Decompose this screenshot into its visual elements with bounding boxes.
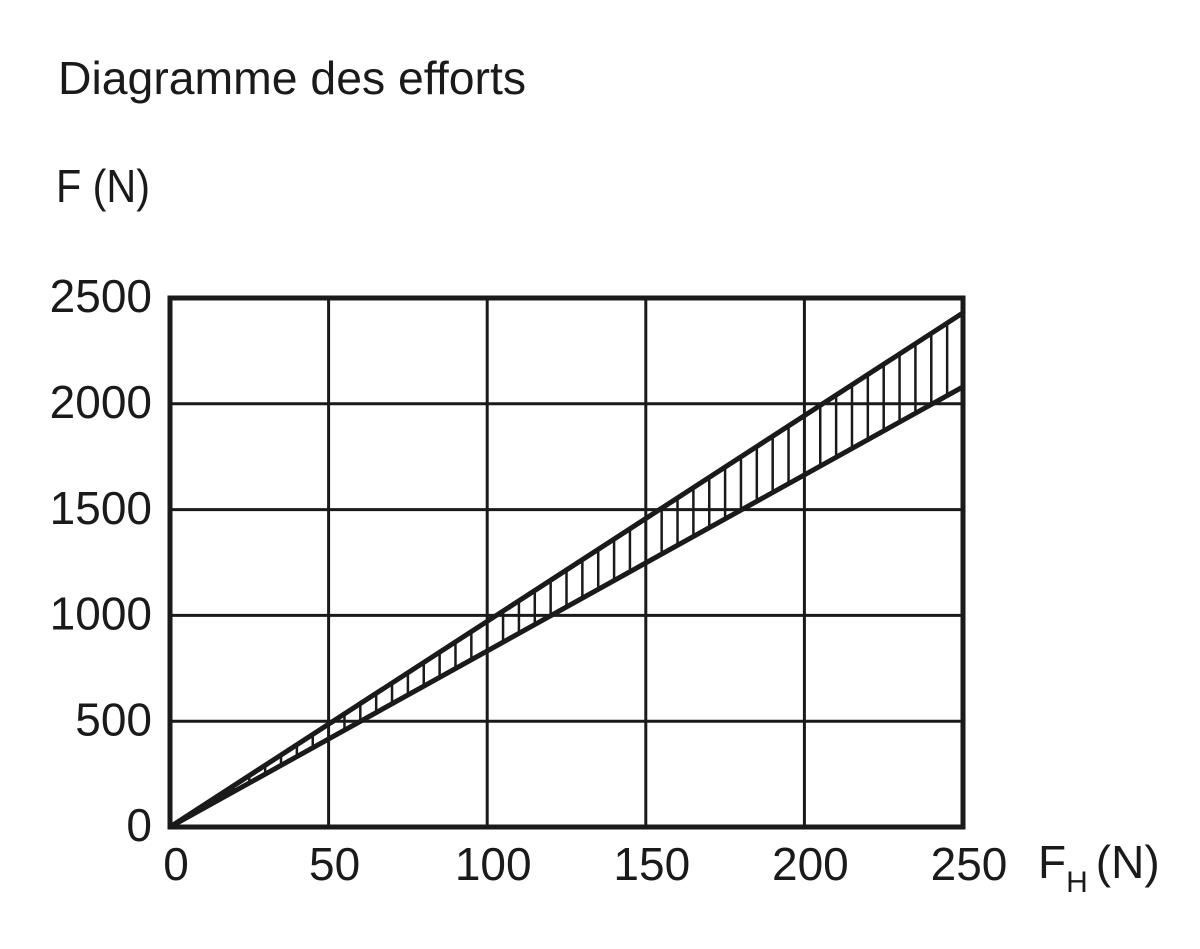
x-axis-label-unit: (N) [1096, 836, 1160, 888]
y-tick-label: 500 [75, 693, 152, 745]
x-tick-label: 150 [613, 838, 690, 890]
x-axis-label-sub: H [1066, 866, 1088, 899]
y-tick-label: 1000 [50, 588, 152, 640]
plot-frame [167, 295, 966, 830]
series-line [167, 384, 966, 830]
y-tick-label: 2500 [50, 270, 152, 322]
series-line [167, 310, 966, 830]
y-tick-label: 1500 [50, 482, 152, 534]
x-axis-label-main: F [1038, 836, 1066, 888]
y-tick-label: 0 [126, 799, 152, 851]
x-tick-label: 250 [931, 838, 1008, 890]
y-tick-label: 2000 [50, 376, 152, 428]
chart-title: Diagramme des efforts [58, 52, 526, 104]
x-tick-label: 0 [163, 838, 189, 890]
x-axis-label: FH (N) [1038, 836, 1160, 899]
x-tick-label: 200 [772, 838, 849, 890]
x-tick-label: 50 [309, 838, 360, 890]
y-axis-label: F (N) [56, 160, 150, 212]
x-tick-label: 100 [455, 838, 532, 890]
